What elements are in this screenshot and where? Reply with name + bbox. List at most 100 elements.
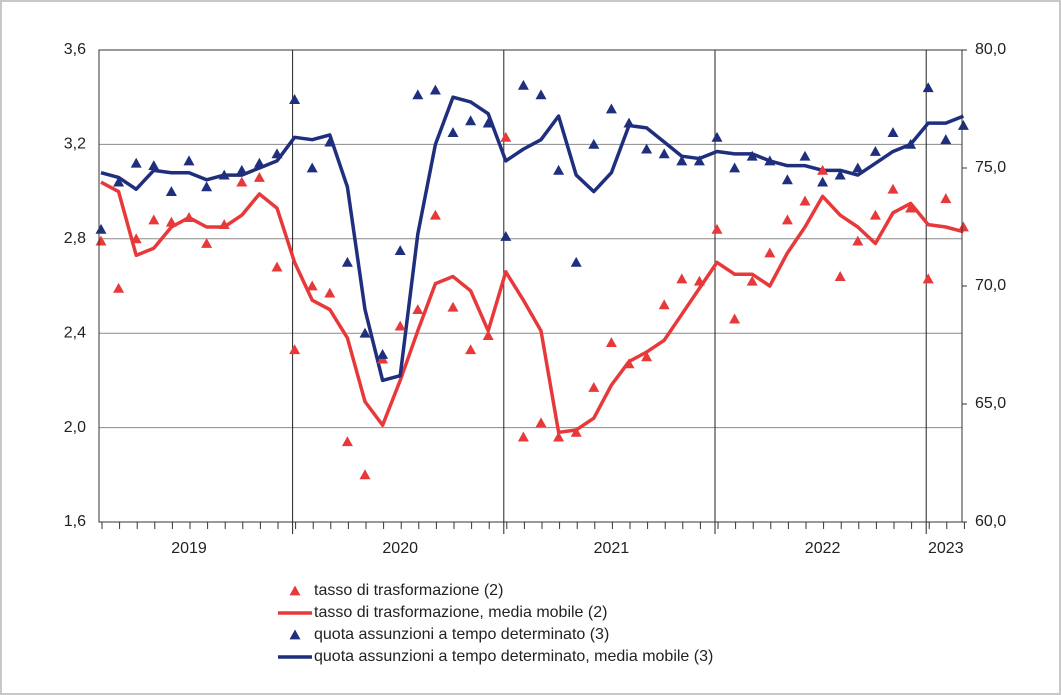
point — [183, 155, 195, 166]
plot-area — [99, 50, 962, 522]
point — [500, 230, 512, 241]
point — [746, 150, 758, 161]
point — [394, 320, 406, 331]
point — [869, 209, 881, 220]
point — [834, 169, 846, 180]
point — [588, 381, 600, 392]
point — [605, 103, 617, 114]
point — [201, 238, 213, 248]
point — [957, 221, 969, 232]
point — [324, 136, 336, 147]
y2-tick-label: 80,0 — [975, 41, 1006, 58]
point — [799, 150, 811, 161]
x-tick-label: 2021 — [594, 540, 630, 557]
point — [447, 127, 459, 137]
point — [623, 358, 635, 369]
y-tick-label: 2,0 — [64, 419, 86, 436]
y2-tick-label: 70,0 — [975, 277, 1006, 294]
point — [359, 469, 371, 480]
x-tick-label: 2020 — [382, 540, 418, 557]
point — [852, 162, 864, 173]
point — [957, 120, 969, 130]
point — [588, 138, 600, 149]
point — [482, 117, 494, 128]
point — [394, 245, 406, 255]
point — [341, 256, 353, 267]
point — [306, 280, 318, 291]
point — [799, 195, 811, 206]
point — [781, 214, 793, 225]
point — [623, 117, 635, 128]
point — [289, 94, 301, 104]
point — [905, 202, 917, 213]
legend-marker — [289, 629, 301, 640]
point — [412, 89, 424, 100]
point — [95, 223, 107, 234]
point — [253, 157, 265, 168]
point — [500, 131, 512, 142]
point — [676, 155, 688, 166]
point — [341, 436, 353, 447]
point — [693, 155, 705, 166]
point — [729, 313, 741, 324]
point — [764, 247, 776, 258]
point — [429, 209, 441, 220]
point — [570, 426, 582, 437]
point — [817, 176, 829, 187]
y-tick-label: 3,6 — [64, 41, 86, 58]
point — [482, 330, 494, 340]
point — [130, 233, 142, 244]
point — [781, 174, 793, 185]
point — [711, 131, 723, 142]
x-tick-label: 2022 — [805, 540, 841, 557]
point — [535, 417, 547, 428]
point — [306, 162, 318, 173]
point — [465, 115, 477, 126]
point — [236, 176, 248, 187]
y2-tick-label: 60,0 — [975, 513, 1006, 530]
point — [852, 235, 864, 246]
point — [834, 271, 846, 281]
point — [641, 351, 653, 362]
point — [905, 138, 917, 149]
legend-marker — [289, 585, 301, 596]
legend-label: quota assunzioni a tempo determinato, me… — [314, 648, 713, 665]
point — [218, 169, 230, 180]
point — [922, 82, 934, 93]
point — [429, 84, 441, 95]
point — [201, 181, 213, 192]
point — [570, 256, 582, 267]
point — [253, 171, 265, 182]
point — [887, 127, 899, 137]
point — [553, 164, 565, 175]
x-tick-label: 2019 — [171, 540, 207, 557]
point — [658, 148, 670, 159]
point — [940, 193, 952, 204]
legend-label: tasso di trasformazione, media mobile (2… — [314, 604, 607, 621]
y-tick-label: 2,4 — [64, 324, 86, 341]
y-tick-label: 1,6 — [64, 513, 86, 530]
point — [711, 223, 723, 234]
marks — [95, 79, 969, 480]
legend-label: tasso di trasformazione (2) — [314, 582, 503, 599]
point — [658, 299, 670, 310]
point — [922, 273, 934, 284]
point — [817, 164, 829, 175]
point — [535, 89, 547, 100]
point — [113, 176, 125, 187]
point — [517, 431, 529, 442]
point — [676, 273, 688, 284]
x-tick-label: 2023 — [928, 540, 964, 557]
y2-tick-label: 65,0 — [975, 395, 1006, 412]
point — [271, 148, 283, 159]
point — [165, 216, 177, 227]
point — [729, 162, 741, 173]
point — [236, 164, 248, 175]
y2-tick-label: 75,0 — [975, 159, 1006, 176]
point — [183, 212, 195, 222]
point — [148, 214, 160, 225]
legend: tasso di trasformazione (2) tasso di tras… — [278, 582, 713, 665]
point — [412, 304, 424, 314]
point — [517, 79, 529, 90]
